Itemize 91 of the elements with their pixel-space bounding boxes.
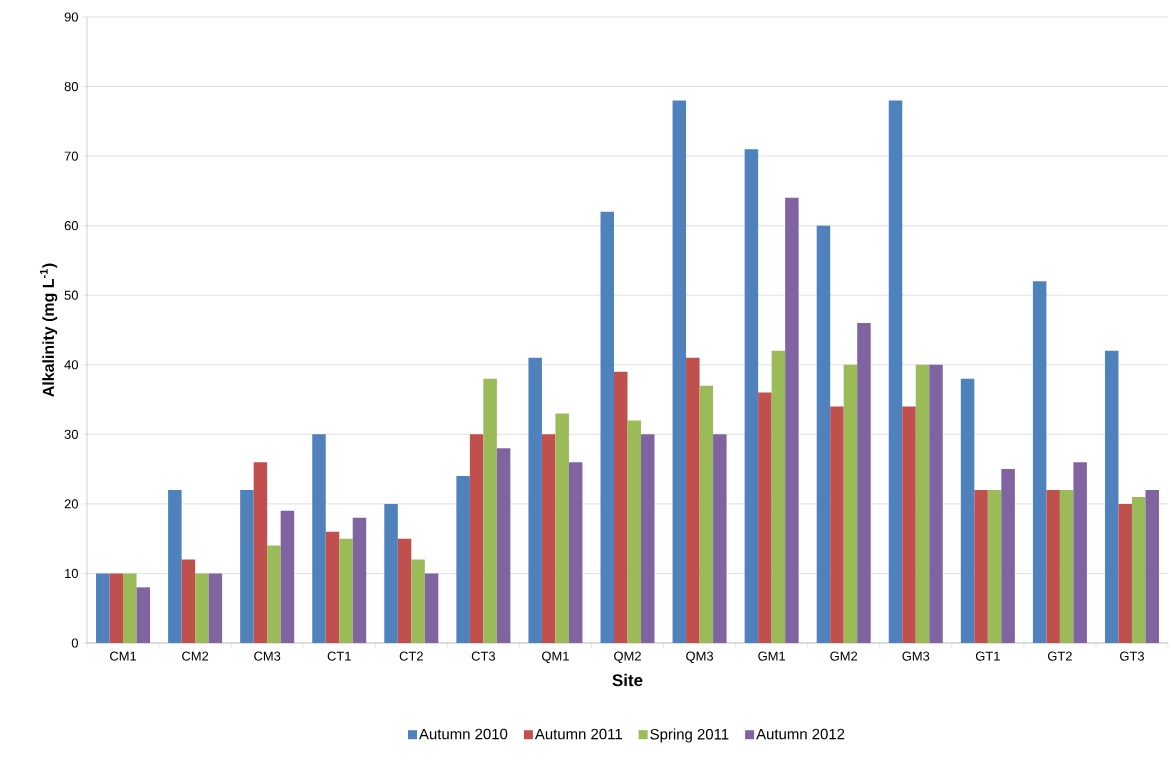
x-tick-label: QM1 [542,651,569,663]
bar [339,538,353,643]
bar [816,225,831,643]
x-tick-label: GM3 [902,651,930,661]
bar [1145,489,1159,643]
bar [830,406,844,643]
bar [325,531,340,643]
bar [96,573,110,643]
bar [960,378,975,643]
y-tick-label: 60 [64,221,78,231]
bar [600,211,614,643]
bar [208,573,223,643]
y-tick-label: 80 [64,81,78,92]
bar [483,378,497,643]
bar [352,517,367,643]
bar [1104,350,1119,643]
x-tick-label: CM2 [182,651,209,661]
x-tick-label: CM3 [254,651,281,661]
bar [843,364,858,643]
bar [424,573,439,643]
bar [109,573,124,643]
bar [1131,496,1146,643]
bar [641,434,655,643]
bar [744,149,759,643]
bar [857,323,871,643]
bar [568,462,583,643]
bar [469,434,484,643]
legend-label: Spring 2011 [650,728,729,743]
y-tick-label: 50 [64,290,78,300]
bar [1073,462,1087,643]
bar [672,100,687,643]
bar [1059,489,1074,643]
legend-label: Autumn 2010 [419,728,508,740]
y-tick-label: 20 [64,499,78,509]
x-tick-label: CT1 [327,651,351,661]
bar [555,413,569,643]
bar [771,350,786,643]
bar [181,559,196,643]
y-tick-label: 70 [64,151,78,161]
bar [929,364,943,643]
x-tick-label: CM1 [110,651,137,661]
bar [627,420,641,643]
x-tick-label: GM2 [830,651,858,661]
bar [528,357,542,643]
x-tick-label: CT2 [399,651,423,661]
bar [123,573,137,643]
bar [496,448,511,643]
bar [888,100,903,643]
bar [785,197,799,643]
y-tick-label: 30 [64,429,78,439]
bar [1046,489,1060,643]
bar [614,371,628,643]
bar [686,357,700,643]
x-tick-label: CT3 [471,651,496,661]
y-tick-label: 10 [65,568,78,579]
bar [312,434,326,643]
legend-label: Autumn 2011 [534,728,622,740]
bar [136,587,151,643]
bar [915,364,930,643]
bar [699,385,714,643]
bar [280,510,295,643]
x-tick-label: QM2 [614,651,641,663]
bar [253,462,268,643]
x-tick-label: GT3 [1120,651,1144,661]
bar [384,503,398,643]
x-axis-title: Site [612,673,643,687]
y-tick-label: 0 [71,638,78,648]
bar [902,406,916,643]
y-axis-title: Alkalinity (mg L$^{-1}$) [39,263,58,397]
bar [758,392,772,643]
bar [456,476,470,643]
bar [541,434,556,643]
bar [1032,281,1047,643]
x-tick-label: GT2 [1047,651,1072,661]
y-tick-label: 40 [64,360,78,370]
bar [974,489,988,643]
x-tick-label: QM3 [686,651,714,663]
bar [267,545,281,643]
bar [240,489,254,643]
bar [1001,469,1015,643]
bar [397,538,412,643]
x-tick-label: GM1 [758,651,786,661]
y-tick-label: 90 [64,12,78,22]
legend-label: Autumn 2012 [756,728,845,740]
bar [1118,503,1132,643]
x-tick-label: GT1 [975,651,1000,661]
bar [713,434,727,643]
bar [987,489,1002,643]
bar [168,489,182,643]
bar [411,559,425,643]
bar [195,573,209,643]
